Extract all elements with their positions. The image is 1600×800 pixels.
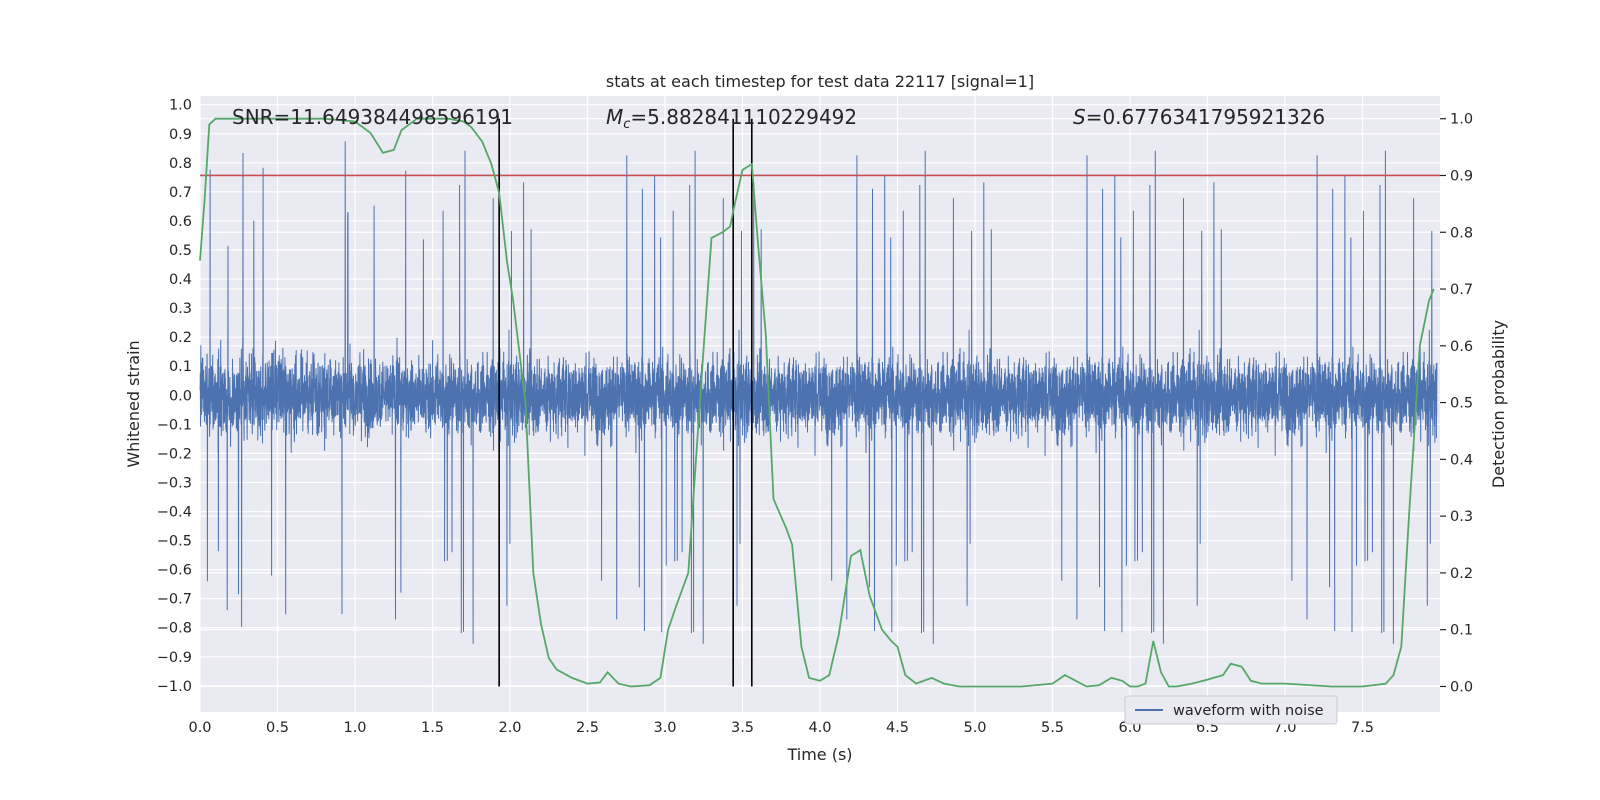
y2-tick-label-7: 0.3 xyxy=(1450,509,1473,525)
x-tick-label-15: 7.5 xyxy=(1351,720,1374,736)
x-tick-label-2: 1.0 xyxy=(343,720,366,736)
x-tick-label-5: 2.5 xyxy=(576,720,599,736)
x-axis-label: Time (s) xyxy=(786,745,852,764)
annotation-mc: Mc=5.882841110229492 xyxy=(606,105,857,132)
legend-label-waveform: waveform with noise xyxy=(1173,703,1324,719)
y-tick-label-15: −0.5 xyxy=(157,534,192,550)
x-tick-label-11: 5.5 xyxy=(1041,720,1064,736)
y2-tick-label-8: 0.2 xyxy=(1450,566,1473,582)
annotation-s: S=0.6776341795921326 xyxy=(1073,105,1325,129)
y2-tick-label-0: 1.0 xyxy=(1450,112,1473,128)
annotation-mc-value: =5.882841110229492 xyxy=(630,105,857,129)
y-tick-label-17: −0.7 xyxy=(157,592,192,608)
y-tick-label-2: 0.8 xyxy=(169,156,192,172)
y-tick-label-8: 0.2 xyxy=(169,330,192,346)
y-tick-label-12: −0.2 xyxy=(157,446,192,462)
y2-axis-label: Detection probability xyxy=(1489,320,1508,488)
y-tick-label-20: −1.0 xyxy=(157,679,192,695)
y-tick-label-6: 0.4 xyxy=(169,272,192,288)
x-tick-label-6: 3.0 xyxy=(653,720,676,736)
annotation-snr: SNR=11.649384498596191 xyxy=(232,105,513,129)
y2-tick-label-2: 0.8 xyxy=(1450,225,1473,241)
chart-title: stats at each timestep for test data 221… xyxy=(606,72,1034,91)
y-gridlines xyxy=(200,104,1440,687)
annotation-s-value: =0.6776341795921326 xyxy=(1086,105,1325,129)
y-tick-label-13: −0.3 xyxy=(157,475,192,491)
y-tick-label-11: −0.1 xyxy=(157,417,192,433)
series-detection-probability xyxy=(199,117,1435,688)
x-tick-label-1: 0.5 xyxy=(266,720,289,736)
y-tick-label-5: 0.5 xyxy=(169,243,192,259)
y2-tick-label-3: 0.7 xyxy=(1450,282,1473,298)
x-tick-label-0: 0.0 xyxy=(188,720,211,736)
y-tick-label-0: 1.0 xyxy=(169,98,192,114)
legend-box xyxy=(1124,695,1338,725)
y-tick-label-4: 0.6 xyxy=(169,214,192,230)
y2-tick-label-4: 0.6 xyxy=(1450,339,1473,355)
y-tick-label-9: 0.1 xyxy=(169,359,192,375)
x-tick-label-10: 5.0 xyxy=(963,720,986,736)
y2-tick-labels: 1.0 0.9 0.8 0.7 0.6 0.5 0.4 0.3 0.2 0.1 0.0 xyxy=(1440,112,1473,695)
y2-tick-label-10: 0.0 xyxy=(1450,679,1473,695)
y-tick-label-1: 0.9 xyxy=(169,127,192,143)
y2-tick-label-5: 0.5 xyxy=(1450,396,1473,412)
y-tick-label-16: −0.6 xyxy=(157,563,192,579)
x-tick-label-4: 2.0 xyxy=(498,720,521,736)
y2-tick-label-6: 0.4 xyxy=(1450,452,1473,468)
y-axis-label: Whitened strain xyxy=(124,340,143,467)
annotation-s-symbol: S xyxy=(1073,105,1086,129)
y2-tick-label-1: 0.9 xyxy=(1450,168,1473,184)
y-tick-label-3: 0.7 xyxy=(169,185,192,201)
x-tick-label-9: 4.5 xyxy=(886,720,909,736)
waveform-path xyxy=(199,141,1438,644)
y-tick-label-18: −0.8 xyxy=(157,621,192,637)
legend: waveform with noise xyxy=(1124,695,1338,725)
x-tick-label-8: 4.0 xyxy=(808,720,831,736)
y-tick-labels: 1.0 0.9 0.8 0.7 0.6 0.5 0.4 0.3 0.2 0.1 0.0 −0.1 −0.… xyxy=(157,98,192,695)
y-tick-label-7: 0.3 xyxy=(169,301,192,317)
y-tick-label-14: −0.4 xyxy=(157,505,192,521)
x-tick-label-7: 3.5 xyxy=(731,720,754,736)
y-tick-label-19: −0.9 xyxy=(157,650,192,666)
y-tick-label-10: 0.0 xyxy=(169,388,192,404)
x-tick-label-3: 1.5 xyxy=(421,720,444,736)
annotation-mc-subscript: c xyxy=(623,117,630,132)
y2-tick-label-9: 0.1 xyxy=(1450,623,1473,639)
series-waveform-with-noise xyxy=(199,141,1438,644)
annotation-mc-symbol: M xyxy=(606,105,623,129)
